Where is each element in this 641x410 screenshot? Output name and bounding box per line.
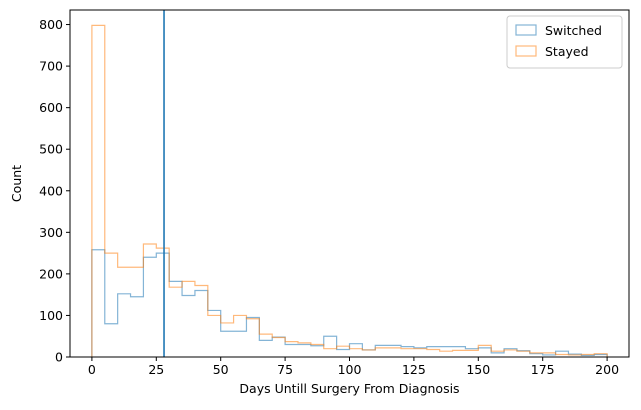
x-tick-label: 125 (402, 362, 426, 377)
series-stayed-step (91, 24, 608, 357)
x-tick-label: 0 (88, 362, 96, 377)
y-tick-label: 500 (39, 142, 63, 157)
y-tick-label: 100 (39, 308, 63, 323)
x-tick-label: 25 (148, 362, 164, 377)
x-tick-label: 200 (595, 362, 619, 377)
y-axis-title: Count (9, 165, 24, 202)
y-tick-label: 600 (39, 100, 63, 115)
x-tick-label: 100 (338, 362, 362, 377)
legend-label-stayed: Stayed (545, 44, 589, 59)
x-tick-label: 175 (531, 362, 555, 377)
x-tick-label: 75 (277, 362, 293, 377)
y-tick-label: 0 (55, 350, 63, 365)
x-axis-title: Days Untill Surgery From Diagnosis (239, 381, 459, 396)
legend-swatch-stayed (515, 45, 537, 57)
y-tick-label: 800 (39, 17, 63, 32)
legend: Switched Stayed (506, 15, 623, 69)
x-tick-label: 50 (213, 362, 229, 377)
y-tick-label: 400 (39, 183, 63, 198)
legend-label-switched: Switched (545, 23, 602, 38)
y-tick-label: 300 (39, 225, 63, 240)
y-tick-label: 200 (39, 266, 63, 281)
legend-swatch-switched (515, 24, 537, 36)
y-tick-label: 700 (39, 59, 63, 74)
x-tick-label: 150 (466, 362, 490, 377)
